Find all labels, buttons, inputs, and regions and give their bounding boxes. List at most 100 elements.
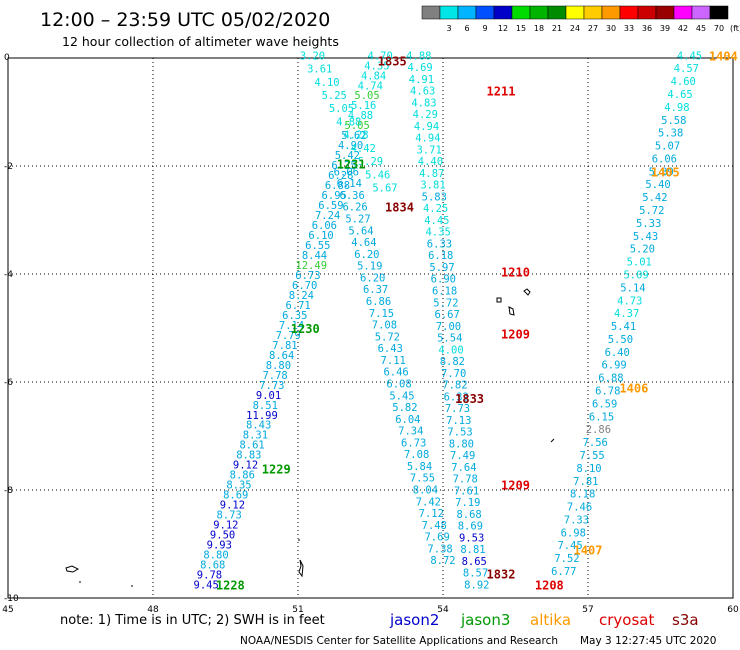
- swh-value: 4.98: [664, 102, 689, 114]
- swh-value: 5.58: [661, 115, 686, 127]
- swh-value: 5.19: [357, 261, 382, 273]
- swh-value: 5.39: [649, 166, 674, 178]
- swh-value: 5.29: [358, 156, 383, 168]
- swh-value: 4.40: [418, 156, 443, 168]
- time-label: 1405: [651, 165, 680, 179]
- swh-value: 6.36: [340, 190, 365, 202]
- swh-value: 5.97: [429, 262, 454, 274]
- swh-value: 7.73: [445, 403, 470, 415]
- colorbar-label: 21: [552, 24, 562, 33]
- colorbar-swatch: [691, 5, 711, 20]
- swh-value: 6.46: [383, 367, 408, 379]
- swh-value: 4.74: [358, 80, 383, 92]
- swh-value: 7.12: [419, 508, 444, 520]
- swh-value: 7.78: [262, 370, 287, 382]
- swh-value: 7.69: [424, 532, 449, 544]
- swh-value: 7.00: [436, 321, 461, 333]
- swh-value: 6.06: [334, 166, 359, 178]
- colorbar-swatch: [673, 5, 693, 20]
- swh-value: 4.65: [667, 89, 692, 101]
- colorbar-label: 18: [534, 24, 544, 33]
- swh-value: 9.12: [233, 460, 258, 472]
- swh-value: 8.83: [236, 450, 261, 462]
- colorbar-swatch: [655, 5, 675, 20]
- map-frame: [7, 57, 734, 599]
- swh-value: 7.55: [579, 450, 604, 462]
- swh-value: 6.86: [366, 296, 391, 308]
- swh-value: 7.46: [567, 502, 592, 514]
- swh-value: 7.79: [276, 330, 301, 342]
- swh-value: 8.82: [440, 356, 465, 368]
- colorbar-label: 24: [570, 24, 580, 33]
- colorbar-swatch: [583, 5, 603, 20]
- colorbar-label: 27: [588, 24, 598, 33]
- swh-value: 8.65: [462, 556, 487, 568]
- footer-timestamp: May 3 12:27:45 UTC 2020: [580, 635, 716, 647]
- swh-value: 4.91: [409, 74, 434, 86]
- swh-value: 4.57: [674, 63, 699, 75]
- satellite-legend-item: s3a: [672, 611, 699, 629]
- swh-value: 4.45: [424, 215, 449, 227]
- swh-value: 8.92: [464, 580, 489, 592]
- swh-value: 5.40: [645, 179, 670, 191]
- swh-value: 5.41: [611, 321, 636, 333]
- swh-value: 4.94: [414, 121, 439, 133]
- swh-value: 5.43: [633, 231, 658, 243]
- colorbar-swatch: [493, 5, 513, 20]
- time-label: 1209: [501, 327, 530, 341]
- swh-value: 7.19: [455, 497, 480, 509]
- colorbar-label: 6: [464, 24, 469, 33]
- satellite-legend-item: jason3: [460, 611, 510, 629]
- swh-value: 4.88: [406, 50, 431, 62]
- swh-value: 6.20: [360, 272, 385, 284]
- swh-value: 8.81: [460, 544, 485, 556]
- swh-value: 6.14: [337, 178, 362, 190]
- swh-value: 9.12: [220, 500, 245, 512]
- swh-value: 8.73: [216, 510, 241, 522]
- x-tick-label: 60: [727, 605, 739, 615]
- swh-value: 7.08: [404, 449, 429, 461]
- swh-value: 5.09: [623, 269, 648, 281]
- swh-value: 3.71: [416, 144, 441, 156]
- swh-value: 6.67: [435, 309, 460, 321]
- swh-value: 5.50: [608, 334, 633, 346]
- colorbar-label: 3: [446, 24, 451, 33]
- swh-value: 5.05: [329, 103, 354, 115]
- x-tick-label: 48: [147, 605, 159, 615]
- swh-value: 5.72: [639, 205, 664, 217]
- swh-value: 8.57: [463, 568, 488, 580]
- swh-value: 5.54: [437, 333, 462, 345]
- colorbar-label: 15: [516, 24, 526, 33]
- island-shape: [523, 288, 531, 296]
- colorbar-swatch: [511, 5, 531, 20]
- swh-value: 4.37: [614, 308, 639, 320]
- swh-value: 4.73: [617, 295, 642, 307]
- swh-value: 5.38: [658, 128, 683, 140]
- swh-value: 5.33: [636, 218, 661, 230]
- swh-value: 7.55: [410, 473, 435, 485]
- swh-value: 6.88: [598, 373, 623, 385]
- swh-value: 5.25: [322, 90, 347, 102]
- swh-value: 6.26: [342, 202, 367, 214]
- time-label: 1208: [535, 579, 564, 593]
- swh-value: 6.28: [328, 170, 353, 182]
- x-tick-label: 54: [437, 605, 449, 615]
- swh-value: 4.88: [336, 116, 361, 128]
- swh-value: 6.32: [444, 391, 469, 403]
- island-shape: [65, 565, 80, 573]
- swh-value: 5.14: [620, 282, 645, 294]
- swh-value: 9.45: [194, 580, 219, 592]
- chart-title: 12:00 – 23:59 UTC 05/02/2020: [40, 9, 330, 31]
- swh-value: 6.43: [378, 343, 403, 355]
- swh-value: 4.87: [419, 168, 444, 180]
- swh-value: 7.48: [422, 520, 447, 532]
- swh-value: 5.07: [655, 141, 680, 153]
- swh-value: 7.08: [372, 320, 397, 332]
- swh-value: 8.80: [203, 550, 228, 562]
- swh-value: 6.59: [318, 200, 343, 212]
- swh-value: 7.73: [259, 380, 284, 392]
- swh-value: 8.44: [302, 250, 327, 262]
- satellite-legend: jason2 jason3 altika cryosat s3a: [389, 611, 699, 629]
- swh-value: 6.10: [308, 230, 333, 242]
- swh-value: 8.64: [269, 350, 294, 362]
